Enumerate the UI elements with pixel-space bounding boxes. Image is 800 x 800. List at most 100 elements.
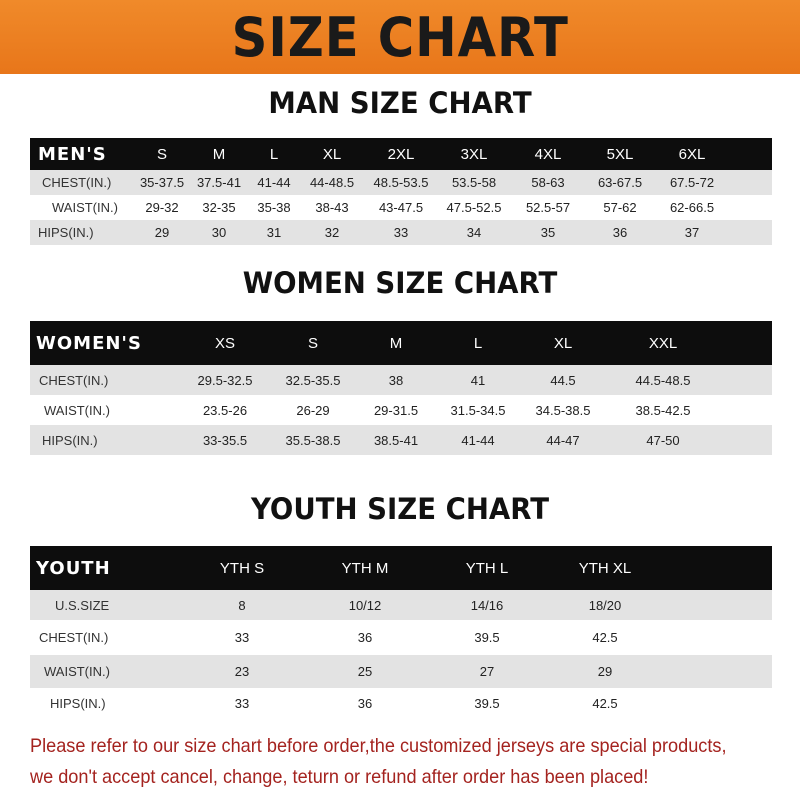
measurement-cell: 31: [266, 225, 282, 240]
measurement-cell: 52.5-57: [525, 200, 571, 215]
measurement-cell: 23.5-26: [202, 402, 248, 418]
measurement-cell: 29-32: [145, 200, 179, 215]
row-label: CHEST(IN.): [39, 630, 109, 645]
size-header: M: [389, 334, 403, 352]
notice-line-2: we don't accept cancel, change, teturn o…: [30, 766, 649, 788]
measurement-cell: 57-62: [603, 200, 637, 215]
measurement-cell: 44-47: [546, 432, 580, 448]
size-header: YTH M: [341, 559, 389, 577]
table-row: WAIST(IN.) 23 25 27 29: [30, 655, 772, 688]
size-header: 3XL: [460, 145, 488, 163]
measurement-cell: 29-31.5: [373, 402, 419, 418]
women-section-title: WOMEN SIZE CHART: [242, 266, 558, 300]
row-label: WAIST(IN.): [44, 664, 110, 679]
measurement-cell: 44.5-48.5: [635, 372, 691, 388]
measurement-cell: 14/16: [470, 597, 504, 613]
size-header: 2XL: [387, 145, 415, 163]
size-header: 6XL: [678, 145, 706, 163]
measurement-cell: 34: [466, 225, 482, 240]
measurement-cell: 37.5-41: [196, 175, 242, 190]
measurement-cell: 36: [357, 630, 373, 645]
measurement-cell: 39.5: [474, 630, 500, 645]
table-row: HIPS(IN.) 33 36 39.5 42.5: [30, 688, 772, 718]
order-notice: Please refer to our size chart before or…: [30, 731, 728, 793]
measurement-cell: 23: [234, 664, 250, 679]
measurement-cell: 30: [211, 225, 227, 240]
measurement-cell: 44.5: [550, 372, 576, 388]
measurement-cell: 42.5: [592, 695, 618, 711]
measurement-cell: 33-35.5: [202, 432, 248, 448]
measurement-cell: 47-50: [646, 432, 680, 448]
size-header: XL: [322, 145, 342, 163]
table-header-row: YOUTH YTH S YTH M YTH L YTH XL: [30, 546, 772, 590]
measurement-cell: 35-37.5: [139, 175, 185, 190]
table-row: HIPS(IN.) 29 30 31 32 33 34 35 36 37: [30, 220, 772, 245]
measurement-cell: 44-48.5: [309, 175, 355, 190]
size-header: YTH XL: [578, 559, 632, 577]
measurement-cell: 67.5-72: [669, 175, 715, 190]
measurement-cell: 36: [612, 225, 628, 240]
size-header: XS: [214, 334, 236, 352]
measurement-cell: 47.5-52.5: [446, 200, 502, 215]
size-header: XL: [553, 334, 573, 352]
measurement-cell: 58-63: [531, 175, 565, 190]
measurement-cell: 41-44: [461, 432, 495, 448]
measurement-cell: 41: [470, 372, 486, 388]
size-header: YTH L: [465, 559, 509, 577]
row-label: WAIST(IN.): [52, 200, 118, 215]
table-row: CHEST(IN.) 33 36 39.5 42.5: [30, 620, 772, 655]
row-label: CHEST(IN.): [39, 372, 109, 388]
measurement-cell: 29.5-32.5: [197, 372, 253, 388]
measurement-cell: 33: [393, 225, 409, 240]
table-header-row: MEN'S S M L XL 2XL 3XL 4XL 5XL 6XL: [30, 138, 772, 170]
table-header-label: MEN'S: [38, 143, 107, 165]
measurement-cell: 38-43: [315, 200, 349, 215]
table-header-label: YOUTH: [36, 557, 111, 579]
measurement-cell: 33: [234, 630, 250, 645]
size-header: L: [269, 145, 279, 163]
size-header: S: [307, 334, 319, 352]
measurement-cell: 48.5-53.5: [373, 175, 429, 190]
measurement-cell: 42.5: [592, 630, 618, 645]
measurement-cell: 38.5-41: [373, 432, 419, 448]
table-row: WAIST(IN.) 23.5-26 26-29 29-31.5 31.5-34.5 34…: [30, 395, 772, 425]
table-header-row: WOMEN'S XS S M L XL XXL: [30, 321, 772, 365]
men-section-title: MAN SIZE CHART: [268, 86, 532, 120]
size-header: XXL: [648, 334, 678, 352]
measurement-cell: 29: [597, 664, 613, 679]
youth-section-title: YOUTH SIZE CHART: [250, 492, 550, 526]
measurement-cell: 35-38: [257, 200, 291, 215]
measurement-cell: 53.5-58: [451, 175, 497, 190]
row-label: CHEST(IN.): [42, 175, 112, 190]
measurement-cell: 32-35: [202, 200, 236, 215]
table-row: CHEST(IN.) 29.5-32.5 32.5-35.5 38 41 44.5 44.5…: [30, 365, 772, 395]
size-header: YTH S: [219, 559, 265, 577]
measurement-cell: 18/20: [588, 597, 622, 613]
measurement-cell: 41-44: [257, 175, 291, 190]
measurement-cell: 32.5-35.5: [285, 372, 341, 388]
table-row: HIPS(IN.) 33-35.5 35.5-38.5 38.5-41 41-44 44-…: [30, 425, 772, 455]
measurement-cell: 27: [479, 664, 495, 679]
size-header: S: [156, 145, 168, 163]
size-header: M: [212, 145, 226, 163]
measurement-cell: 34.5-38.5: [535, 402, 591, 418]
measurement-cell: 37: [684, 225, 700, 240]
measurement-cell: 36: [357, 695, 373, 711]
measurement-cell: 63-67.5: [597, 175, 643, 190]
row-label: U.S.SIZE: [55, 597, 110, 613]
measurement-cell: 38: [388, 372, 404, 388]
measurement-cell: 31.5-34.5: [450, 402, 506, 418]
measurement-cell: 38.5-42.5: [635, 402, 691, 418]
measurement-cell: 32: [324, 225, 340, 240]
measurement-cell: 62-66.5: [669, 200, 715, 215]
measurement-cell: 33: [234, 695, 250, 711]
banner-title: SIZE CHART: [231, 5, 569, 69]
table-row: U.S.SIZE 8 10/12 14/16 18/20: [30, 590, 772, 620]
table-row: WAIST(IN.) 29-32 32-35 35-38 38-43 43-47.5 47.…: [30, 195, 772, 220]
measurement-cell: 26-29: [296, 402, 330, 418]
measurement-cell: 35.5-38.5: [285, 432, 341, 448]
notice-line-1: Please refer to our size chart before or…: [30, 735, 727, 757]
banner: SIZE CHART: [0, 0, 800, 74]
measurement-cell: 29: [154, 225, 170, 240]
measurement-cell: 39.5: [474, 695, 500, 711]
